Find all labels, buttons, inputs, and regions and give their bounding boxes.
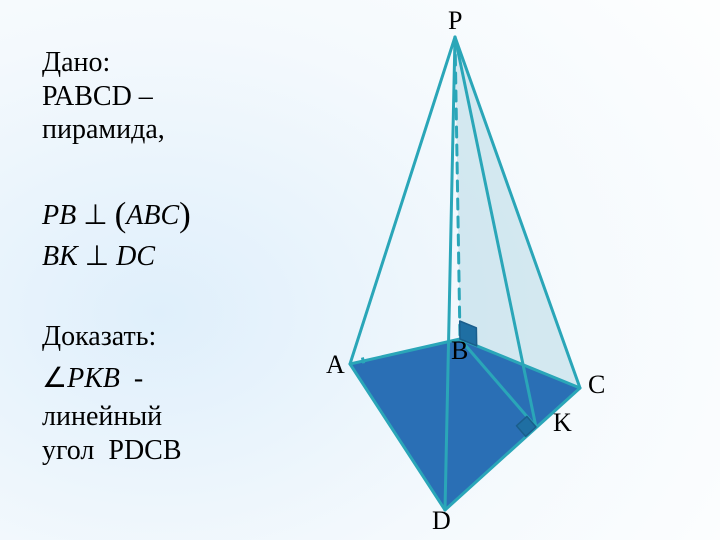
label-c: С xyxy=(588,370,605,400)
label-b: В xyxy=(451,336,468,366)
formula-angle-pkb: ∠РКВ - xyxy=(42,362,143,396)
prove-block: Доказать: xyxy=(42,320,156,354)
given-block: Дано: РАВСD – пирамида, xyxy=(42,46,165,147)
formula-pb-perp-abc: PB ⊥ (ABC) xyxy=(42,192,191,234)
conclusion-block: линейный угол РDСВ xyxy=(42,400,182,467)
formula-bk-perp-dc: BК ⊥ DC xyxy=(42,240,155,274)
label-d: D xyxy=(432,506,451,536)
label-k: K xyxy=(553,408,572,438)
label-a: А xyxy=(326,350,345,380)
slide-stage: Дано: РАВСD – пирамида, Доказать: линейн… xyxy=(0,0,720,540)
label-p: Р xyxy=(448,6,462,36)
